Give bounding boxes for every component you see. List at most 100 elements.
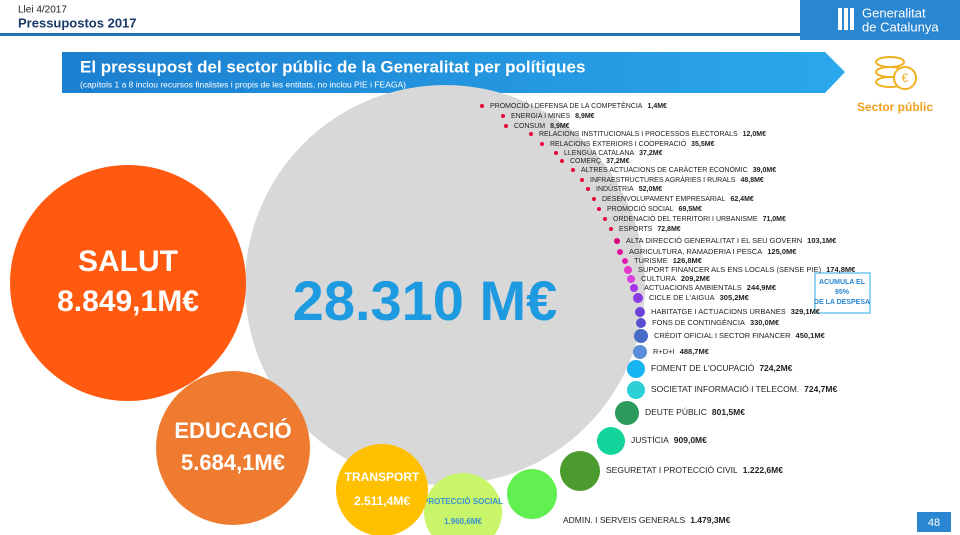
item-label: ESPORTS 72,8M€ <box>619 226 681 233</box>
category-label: ADMIN. I SERVEIS GENERALS <box>563 515 686 525</box>
chart-subtitle: (capítols 1 a 8 inclou recursos finalist… <box>80 79 406 89</box>
item-label: CICLE DE L'AIGUA 305,2M€ <box>649 293 750 302</box>
bubble <box>560 451 600 491</box>
item-label: SUPORT FINANCER ALS ENS LOCALS (SENSE PI… <box>638 265 856 274</box>
value-label: 724,7M€ <box>804 384 837 394</box>
category-label: PROTECCIÓ SOCIAL <box>423 497 503 506</box>
item-label: SEGURETAT I PROTECCIÓ CIVIL 1.222,6M€ <box>606 465 783 475</box>
item-label: CULTURA 209,2M€ <box>641 274 711 283</box>
item-label: ALTRES ACTUACIONS DE CARÀCTER ECONÒMIC 39… <box>581 165 776 174</box>
bubble <box>571 168 575 172</box>
annotation-box <box>814 272 871 314</box>
value-label: 5.684,1M€ <box>181 450 285 475</box>
value-label: 35,5M€ <box>691 141 714 148</box>
category-label: HABITATGE I ACTUACIONS URBANES <box>651 307 786 316</box>
value-label: 450,1M€ <box>796 331 826 340</box>
bubble <box>627 360 645 378</box>
value-label: 8,9M€ <box>575 113 595 120</box>
item-label: TURISME 126,8M€ <box>634 256 703 265</box>
value-label: 1.222,6M€ <box>743 465 783 475</box>
item-label: SOCIETAT INFORMACIÓ I TELECOM. 724,7M€ <box>651 384 837 394</box>
item-label: R+D+I 488,7M€ <box>653 347 710 356</box>
page-box <box>917 512 951 532</box>
bubble <box>480 104 484 108</box>
bubble <box>603 217 607 221</box>
category-label: FONS DE CONTINGÈNCIA <box>652 318 745 327</box>
bubble <box>615 401 639 425</box>
bubble <box>633 293 643 303</box>
brand: de Catalunya <box>862 19 939 34</box>
value-label: 305,2M€ <box>720 293 750 302</box>
item-label: INFRAESTRUCTURES AGRÀRIES I RURALS 48,8M€ <box>590 175 764 184</box>
item-label: DESENVOLUPAMENT EMPRESARIAL 62,4M€ <box>602 196 754 203</box>
value-label: 52,0M€ <box>639 186 662 193</box>
category-label: ESPORTS <box>619 226 653 233</box>
category-label: PROMOCIÓ SOCIAL <box>607 204 674 213</box>
item-label: AGRICULTURA, RAMADERIA I PESCA 125,0M€ <box>629 247 797 256</box>
bubble <box>592 197 596 201</box>
total-bubble <box>245 85 645 485</box>
brand-logo <box>838 8 854 30</box>
bubble <box>627 381 645 399</box>
item-label: ORDENACIÓ DEL TERRITORI I URBANISME 71,0M… <box>613 214 786 223</box>
category-label: SOCIETAT INFORMACIÓ I TELECOM. <box>651 384 799 394</box>
bubble <box>636 318 646 328</box>
value-label: 209,2M€ <box>681 274 711 283</box>
header-title: Pressupostos 2017 <box>18 15 137 30</box>
category-label: R+D+I <box>653 347 675 356</box>
section-label: Sector públic <box>857 100 933 114</box>
item-label: RELACIONS EXTERIORS I COOPERACIÓ 35,5M€ <box>550 139 715 148</box>
bubble <box>609 227 613 231</box>
item-label: ENERGIA I MINES 8,9M€ <box>511 113 595 120</box>
category-label: RELACIONS EXTERIORS I COOPERACIÓ <box>550 139 687 148</box>
bubble <box>504 124 508 128</box>
title-banner <box>62 52 845 93</box>
value-label: 1.960,6M€ <box>444 517 482 526</box>
item-label: DEUTE PÚBLIC 801,5M€ <box>645 407 745 417</box>
value-label: 1,4M€ <box>647 103 667 110</box>
item-label: ADMIN. I SERVEIS GENERALS 1.479,3M€ <box>563 515 731 525</box>
value-label: 909,0M€ <box>674 435 707 445</box>
chart-title: El pressupost del sector públic de la Ge… <box>80 57 585 76</box>
annotation: DE LA DESPESA <box>814 299 870 306</box>
bubbles: PROMOCIÓ I DEFENSA DE LA COMPETÈNCIA 1,4M… <box>10 101 856 535</box>
bubble <box>630 284 638 292</box>
value-label: 37,2M€ <box>639 150 662 157</box>
item-label: CRÈDIT OFICIAL I SECTOR FINANCER 450,1M€ <box>654 331 826 340</box>
annotation: ACUMULA EL <box>819 279 866 286</box>
bubble <box>336 444 428 535</box>
category-label: LLENGUA CATALANA <box>564 150 634 157</box>
value-label: 330,0M€ <box>750 318 780 327</box>
bubble <box>501 114 505 118</box>
category-label: INFRAESTRUCTURES AGRÀRIES I RURALS <box>590 175 736 184</box>
value-label: 488,7M€ <box>680 347 710 356</box>
page-number: 48 <box>928 517 940 529</box>
category-label: ENERGIA I MINES <box>511 113 570 120</box>
value-label: 71,0M€ <box>763 216 786 223</box>
bubble <box>10 165 246 401</box>
category-label: RELACIONS INSTITUCIONALS I PROCESSOS ELE… <box>539 131 738 138</box>
bubble <box>634 329 648 343</box>
bubble <box>156 371 310 525</box>
category-label: AGRICULTURA, RAMADERIA I PESCA <box>629 247 762 256</box>
item-label: PROMOCIÓ I DEFENSA DE LA COMPETÈNCIA 1,4M… <box>490 101 667 110</box>
value-label: 126,8M€ <box>673 256 703 265</box>
item-label: RELACIONS INSTITUCIONALS I PROCESSOS ELE… <box>539 131 766 138</box>
category-label: SUPORT FINANCER ALS ENS LOCALS (SENSE PI… <box>638 265 822 274</box>
category-label: ALTRES ACTUACIONS DE CARÀCTER ECONÒMIC <box>581 165 748 174</box>
bubble <box>597 207 601 211</box>
header-rule <box>0 33 800 36</box>
item-label: JUSTÍCIA 909,0M€ <box>631 435 707 445</box>
value-label: 329,1M€ <box>791 307 821 316</box>
total-label: 28.310 M€ <box>293 269 558 332</box>
category-label: ORDENACIÓ DEL TERRITORI I URBANISME <box>613 214 758 223</box>
value-label: 39,0M€ <box>753 167 776 174</box>
category-label: JUSTÍCIA <box>631 435 669 445</box>
item-label: ALTA DIRECCIÓ GENERALITAT I EL SEU GOVER… <box>626 236 837 245</box>
bubble <box>627 275 635 283</box>
coins-icon: € <box>875 56 917 90</box>
value-label: 724,2M€ <box>759 363 792 373</box>
value-label: 48,8M€ <box>740 177 763 184</box>
value-label: 174,8M€ <box>826 265 856 274</box>
